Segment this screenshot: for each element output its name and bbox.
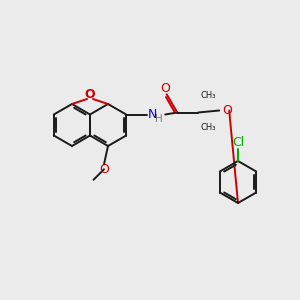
Text: O: O xyxy=(85,88,95,101)
Text: O: O xyxy=(161,82,171,95)
Text: N: N xyxy=(148,108,158,121)
Text: H: H xyxy=(155,113,163,124)
Text: CH₃: CH₃ xyxy=(200,92,216,100)
Text: Cl: Cl xyxy=(232,136,244,149)
Text: O: O xyxy=(222,104,232,117)
Text: O: O xyxy=(99,163,109,176)
Text: CH₃: CH₃ xyxy=(200,122,216,131)
